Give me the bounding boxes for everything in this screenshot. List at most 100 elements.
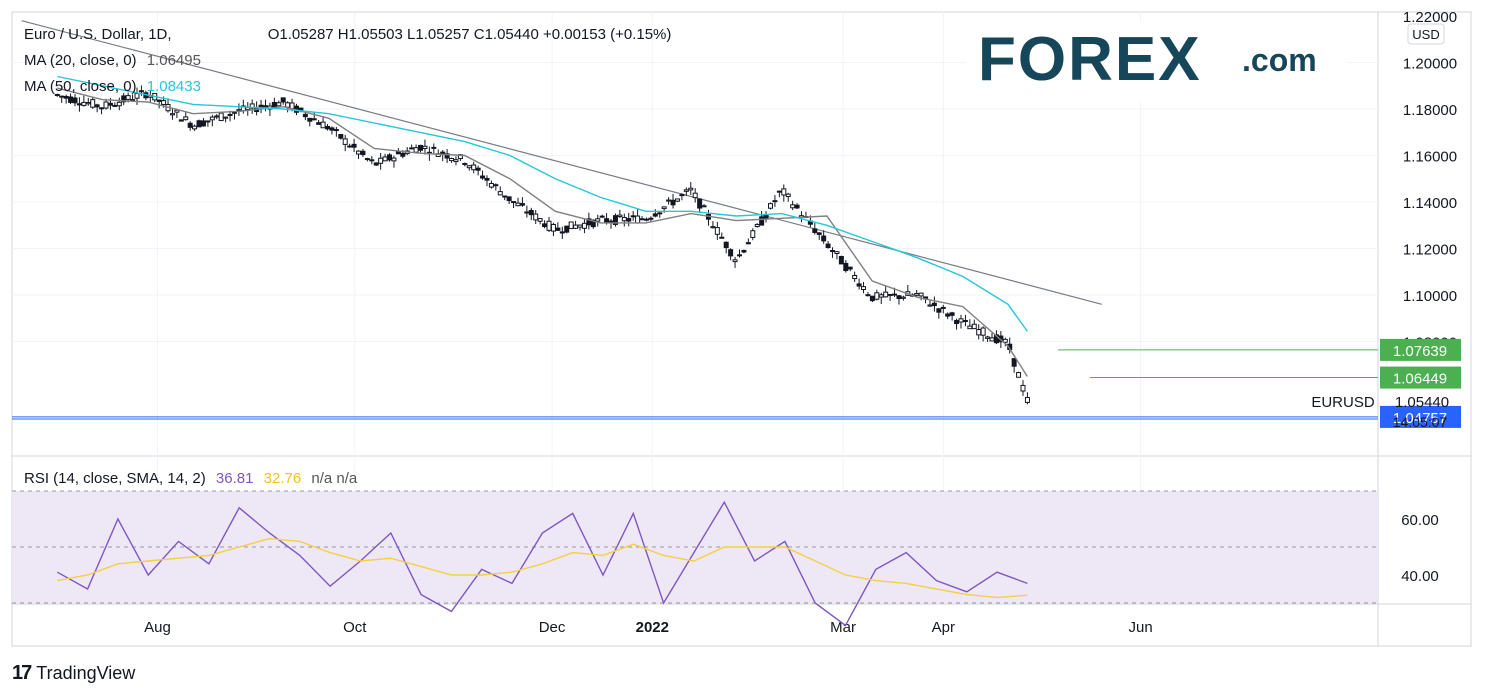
candle-body bbox=[900, 296, 906, 299]
candle-body bbox=[528, 209, 534, 216]
symbol-title: Euro / U.S. Dollar, 1D, bbox=[24, 26, 172, 43]
candle-body bbox=[409, 147, 415, 150]
candle-body bbox=[989, 337, 995, 342]
candle-body bbox=[869, 295, 875, 302]
candle-body bbox=[847, 266, 853, 270]
candle-body bbox=[320, 121, 326, 129]
candle-body bbox=[949, 312, 955, 316]
candle-body bbox=[666, 199, 672, 202]
candle-body bbox=[493, 184, 499, 187]
candle-body bbox=[657, 212, 663, 215]
candle-body bbox=[683, 189, 689, 192]
candle-body bbox=[462, 163, 468, 166]
candle-body bbox=[945, 313, 951, 317]
candle-body bbox=[732, 259, 738, 263]
candle-body bbox=[865, 294, 871, 297]
candle-body bbox=[107, 102, 113, 106]
price-tick-label: 1.22000 bbox=[1403, 9, 1457, 26]
candle-body bbox=[595, 218, 601, 222]
candle-body bbox=[271, 101, 277, 108]
candle-body bbox=[276, 102, 282, 107]
countdown-label: 14:05:07 bbox=[1393, 414, 1448, 430]
time-axis-label: Dec bbox=[539, 619, 566, 636]
ma20-legend: MA (20, close, 0) 1.06495 bbox=[24, 52, 201, 69]
ma50-line bbox=[57, 75, 1028, 332]
candle-body bbox=[843, 262, 849, 272]
candle-body bbox=[533, 213, 539, 221]
forex-logo: FOREX .com bbox=[966, 22, 1348, 102]
candle-body bbox=[617, 214, 623, 218]
candle-body bbox=[347, 145, 353, 148]
candle-body bbox=[289, 102, 295, 110]
candle-body bbox=[333, 129, 339, 132]
candle-body bbox=[612, 215, 618, 225]
resistance-badge bbox=[1380, 366, 1461, 389]
candle-body bbox=[444, 153, 450, 159]
candle-body bbox=[874, 292, 880, 300]
candle-body bbox=[480, 175, 486, 179]
candle-body bbox=[599, 215, 605, 218]
candle-body bbox=[351, 143, 357, 148]
candle-body bbox=[356, 150, 362, 155]
candle-body bbox=[714, 227, 720, 235]
candle-body bbox=[506, 196, 512, 202]
candle-body bbox=[307, 117, 313, 122]
candle-body bbox=[940, 306, 946, 309]
candle-body bbox=[914, 293, 920, 296]
candle-body bbox=[604, 218, 610, 223]
candle-body bbox=[896, 295, 902, 300]
candle-body bbox=[453, 159, 459, 163]
tradingview-brand[interactable]: 17 TradingView bbox=[12, 662, 135, 685]
candle-body bbox=[661, 206, 667, 210]
candle-body bbox=[1011, 358, 1017, 367]
candle-body bbox=[1002, 338, 1008, 343]
candle-body bbox=[422, 145, 428, 150]
candle-body bbox=[985, 336, 991, 339]
rsi-label: RSI (14, close, SMA, 14, 2) bbox=[24, 470, 206, 487]
candle-body bbox=[936, 308, 942, 313]
candle-body bbox=[218, 112, 224, 122]
price-tick-label: 1.12000 bbox=[1403, 242, 1457, 259]
candle-body bbox=[183, 116, 189, 121]
time-axis-label: Jun bbox=[1129, 619, 1153, 636]
candle-body bbox=[830, 250, 836, 253]
candle-body bbox=[710, 226, 716, 229]
last-price-label: 1.05440 bbox=[1395, 394, 1449, 411]
candle-body bbox=[196, 120, 202, 128]
candle-body bbox=[387, 154, 393, 161]
candle-body bbox=[466, 165, 472, 169]
candle-body bbox=[90, 99, 96, 108]
candle-body bbox=[76, 103, 82, 106]
candle-body bbox=[679, 194, 685, 197]
candle-body bbox=[852, 274, 858, 280]
candle-body bbox=[754, 224, 760, 228]
candle-body bbox=[564, 225, 570, 233]
candle-body bbox=[670, 199, 676, 206]
candle-body bbox=[692, 192, 698, 199]
rsi-sma-value: 32.76 bbox=[263, 470, 302, 487]
ma20-value: 1.06495 bbox=[146, 52, 201, 69]
candle-body bbox=[63, 95, 69, 99]
candle-body bbox=[511, 201, 517, 204]
candle-body bbox=[745, 242, 751, 245]
candle-body bbox=[883, 291, 889, 298]
price-tick-label: 1.14000 bbox=[1403, 195, 1457, 212]
candle-body bbox=[838, 255, 844, 265]
candle-body bbox=[192, 125, 198, 130]
candle-body bbox=[639, 218, 645, 221]
candle-body bbox=[205, 120, 211, 123]
ma20-label: MA (20, close, 0) bbox=[24, 52, 137, 69]
candle-body bbox=[542, 223, 548, 228]
candle-body bbox=[918, 292, 924, 297]
candle-body bbox=[812, 228, 818, 233]
candle-body bbox=[497, 191, 503, 196]
candle-body bbox=[338, 134, 344, 139]
candle-body bbox=[776, 190, 782, 193]
candle-body bbox=[72, 97, 78, 104]
resistance-label: 1.06449 bbox=[1393, 371, 1447, 388]
candle-body bbox=[980, 327, 986, 336]
candle-body bbox=[728, 249, 734, 257]
candle-body bbox=[156, 99, 162, 102]
candle-body bbox=[971, 323, 977, 330]
